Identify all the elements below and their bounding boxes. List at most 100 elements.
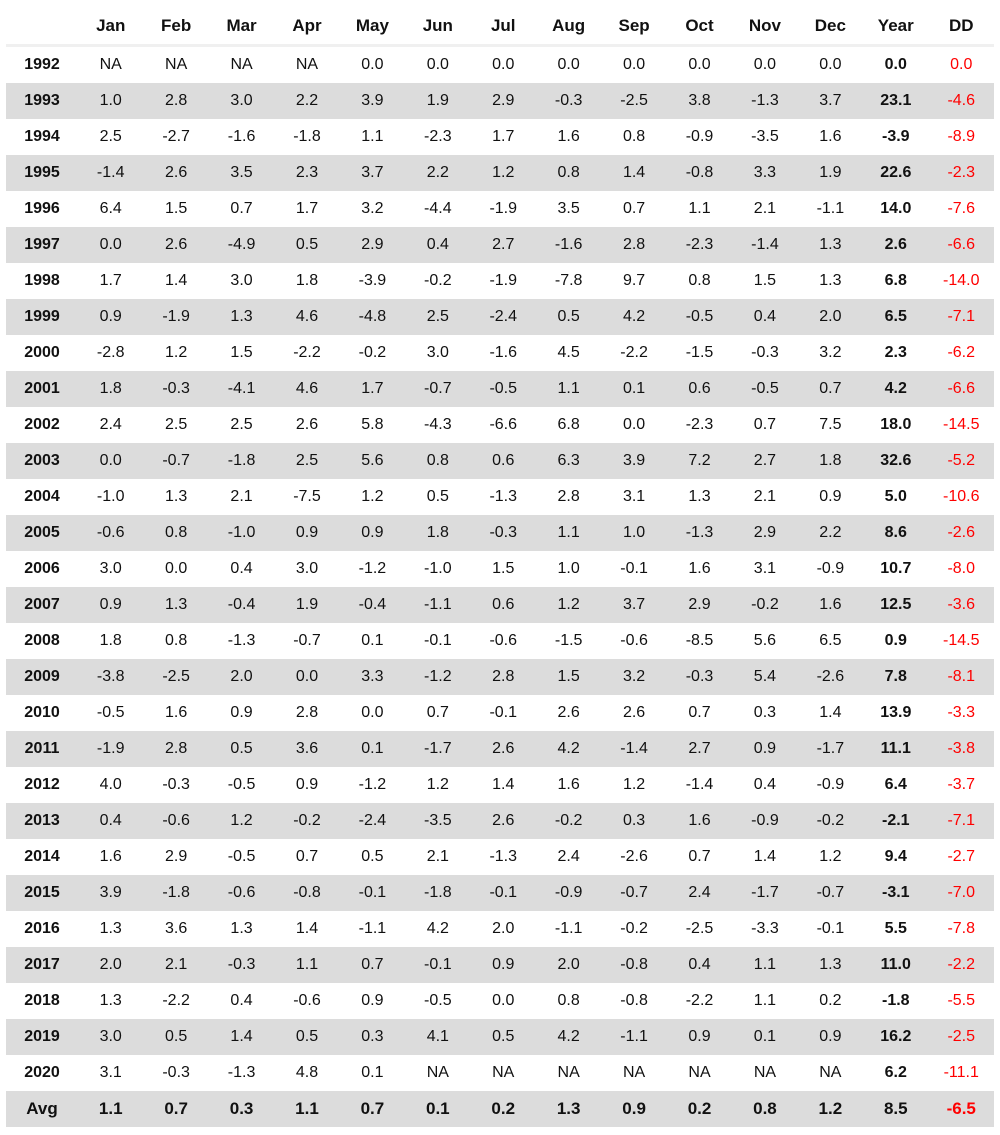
- month-cell: 2.8: [470, 659, 536, 695]
- month-cell: -1.9: [489, 272, 518, 289]
- month-cell: 1.4: [819, 704, 842, 721]
- month-cell: 1.9: [274, 587, 340, 623]
- row-label: 1994: [24, 128, 60, 145]
- drawdown-cell: -3.7: [947, 776, 976, 793]
- month-cell: 0.7: [622, 200, 646, 217]
- month-cell: 0.5: [426, 488, 449, 505]
- month-cell: 3.0: [230, 272, 253, 289]
- drawdown-cell: -7.1: [928, 803, 994, 839]
- month-cell: 1.7: [339, 371, 406, 407]
- table-row: 2000 -2.8 1.2 1.5 -2.2 -0.2 3.0 -1.6 4.5 -2.2 -1.5…: [6, 335, 994, 371]
- month-cell: 2.5: [165, 416, 188, 433]
- month-cell: 1.3: [797, 947, 864, 983]
- table-row: 1996 6.4 1.5 0.7 1.7 3.2 -4.4 -1.9 3.5 0.7 1.1 2.1 -…: [6, 191, 994, 227]
- month-cell: 2.9: [165, 848, 188, 865]
- month-cell: 2.0: [492, 920, 515, 937]
- month-cell: -1.6: [227, 128, 256, 145]
- month-cell: 7.2: [666, 443, 733, 479]
- row-label: 2000: [24, 344, 60, 361]
- month-cell: 3.5: [208, 155, 275, 191]
- month-cell: 0.9: [361, 992, 384, 1009]
- month-cell: 1.0: [78, 83, 144, 119]
- month-cell: -3.5: [405, 803, 471, 839]
- month-cell: -0.2: [424, 272, 452, 289]
- table-row: 2018 1.3 -2.2 0.4 -0.6 0.9 -0.5 0.0 0.8 -0.8 -2.2 1…: [6, 983, 994, 1019]
- month-cell: -2.5: [685, 920, 714, 937]
- table-body: 1992 NA NA NA NA 0.0 0.0 0.0 0.0 0.0 0.0 0.0 0.0 0.0 0…: [6, 44, 994, 1127]
- month-cell: 4.2: [535, 1019, 602, 1055]
- month-cell: 6.4: [99, 200, 122, 217]
- month-cell: -1.4: [78, 155, 144, 191]
- year-total-cell: 22.6: [863, 155, 929, 191]
- month-cell: -1.1: [816, 200, 845, 217]
- month-cell: -1.1: [601, 1019, 667, 1055]
- month-cell: 0.8: [143, 515, 209, 551]
- column-header-mar: Mar: [226, 16, 257, 35]
- month-cell: 1.4: [165, 272, 188, 289]
- month-cell: 0.5: [274, 1019, 340, 1055]
- column-header-nov: Nov: [748, 16, 781, 35]
- month-cell: -0.4: [339, 587, 406, 623]
- drawdown-cell: -14.0: [943, 272, 980, 289]
- month-cell: 2.7: [666, 731, 733, 767]
- row-label: 2010: [24, 704, 60, 721]
- month-cell: -3.5: [751, 128, 779, 145]
- month-cell: 1.1: [732, 947, 798, 983]
- month-cell: 1.3: [819, 272, 842, 289]
- table-row: 2015 3.9 -1.8 -0.6 -0.8 -0.1 -1.8 -0.1 -0.9 -0.7 2…: [6, 875, 994, 911]
- month-cell: 1.6: [557, 776, 580, 793]
- month-cell: 3.0: [295, 560, 319, 577]
- month-cell: 5.4: [732, 659, 798, 695]
- month-cell: -1.3: [489, 488, 518, 505]
- month-cell: 0.0: [165, 560, 188, 577]
- month-cell: -2.2: [293, 344, 321, 361]
- year-total-cell: 0.9: [884, 632, 907, 649]
- month-cell: 1.2: [208, 803, 275, 839]
- row-label: 1997: [6, 227, 78, 263]
- row-label: 1996: [24, 200, 60, 217]
- year-total-cell: 4.2: [863, 371, 929, 407]
- month-cell: 0.7: [339, 1091, 406, 1127]
- row-label: 1995: [6, 155, 78, 191]
- month-cell: 0.7: [797, 371, 864, 407]
- month-cell: 2.5: [274, 443, 340, 479]
- month-cell: 4.6: [274, 299, 340, 335]
- row-label: 2013: [6, 803, 78, 839]
- month-cell: 4.1: [405, 1019, 471, 1055]
- month-cell: 0.0: [405, 44, 471, 83]
- year-total-cell: 9.4: [884, 848, 907, 865]
- month-cell: -0.6: [293, 992, 321, 1009]
- month-cell: -7.5: [293, 488, 321, 505]
- month-cell: 0.9: [230, 704, 253, 721]
- month-cell: -0.9: [535, 875, 602, 911]
- table-row: 2003 0.0 -0.7 -1.8 2.5 5.6 0.8 0.6 6.3 3.9 7.2 2.7 1…: [6, 443, 994, 479]
- month-cell: 1.6: [688, 560, 711, 577]
- month-cell: 3.0: [426, 344, 449, 361]
- month-cell: 1.1: [361, 128, 384, 145]
- month-cell: 1.7: [295, 200, 319, 217]
- month-cell: -0.3: [666, 659, 733, 695]
- month-cell: 0.0: [470, 44, 536, 83]
- month-cell: 2.0: [797, 299, 864, 335]
- year-total-cell: 2.3: [884, 344, 907, 361]
- row-label: 2020: [24, 1064, 60, 1081]
- month-cell: 2.6: [143, 227, 209, 263]
- month-cell: NA: [753, 1064, 777, 1081]
- month-cell: 0.7: [230, 200, 253, 217]
- month-cell: 1.8: [295, 272, 319, 289]
- month-cell: -1.1: [358, 920, 387, 937]
- column-header-jan: Jan: [96, 16, 126, 35]
- month-cell: -1.7: [797, 731, 864, 767]
- month-cell: 1.3: [688, 488, 711, 505]
- row-label: 2014: [24, 848, 60, 865]
- table-row: 1995 -1.4 2.6 3.5 2.3 3.7 2.2 1.2 0.8 1.4 -0.8 3.3 1…: [6, 155, 994, 191]
- column-header-dec: Dec: [814, 16, 846, 35]
- month-cell: 4.5: [557, 344, 580, 361]
- month-cell: 1.2: [819, 848, 842, 865]
- column-header-feb: Feb: [161, 16, 192, 35]
- row-label: 2011: [6, 731, 78, 767]
- month-cell: 0.2: [470, 1091, 536, 1127]
- year-total-cell: -3.1: [863, 875, 929, 911]
- month-cell: 1.8: [797, 443, 864, 479]
- month-cell: 2.4: [99, 416, 122, 433]
